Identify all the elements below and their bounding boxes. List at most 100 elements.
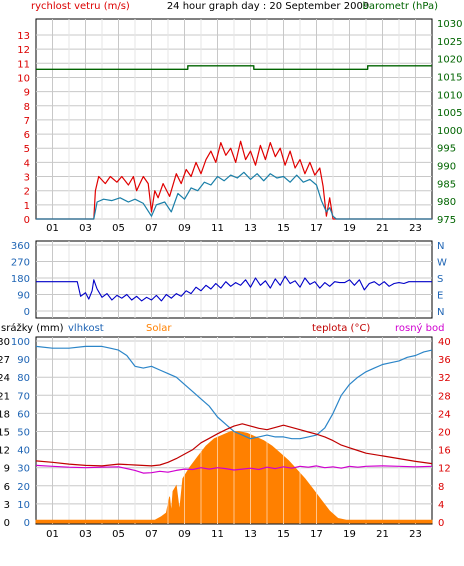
direction-ytick-90: 90: [17, 291, 30, 302]
direction-ytick-180: 180: [11, 274, 30, 285]
wind-xtick-15: 15: [277, 223, 290, 234]
direction-ytick-0: 0: [24, 307, 30, 318]
vlhkost-ytick-70: 70: [17, 391, 30, 402]
srazky-ytick-3: 3: [4, 500, 10, 511]
climate-xtick-13: 13: [244, 529, 257, 540]
legend-teplota: teplota (°C): [312, 323, 370, 334]
pressure-ytick-1020: 1020: [437, 55, 462, 66]
teplota-ytick-20: 20: [438, 428, 451, 439]
wind-ytick-10: 10: [17, 73, 30, 84]
climate-xtick-07: 07: [145, 529, 158, 540]
vlhkost-ytick-50: 50: [17, 428, 30, 439]
climate-xtick-05: 05: [112, 529, 125, 540]
pressure-ytick-1010: 1010: [437, 90, 462, 101]
pressure-line: [36, 65, 432, 71]
wind-xtick-05: 05: [112, 223, 125, 234]
wind-ytick-0: 0: [24, 215, 30, 226]
pressure-ytick-990: 990: [437, 162, 456, 173]
wind-ytick-1: 1: [24, 201, 30, 212]
vlhkost-ytick-30: 30: [17, 464, 30, 475]
wind-gust-line: [36, 140, 432, 220]
climate-xtick-09: 09: [178, 529, 191, 540]
climate-xtick-17: 17: [310, 529, 323, 540]
wind-ytick-8: 8: [24, 102, 30, 113]
climate-xtick-23: 23: [409, 529, 422, 540]
pressure-ytick-980: 980: [437, 197, 456, 208]
climate-xtick-15: 15: [277, 529, 290, 540]
wind-xtick-23: 23: [409, 223, 422, 234]
wind-xtick-19: 19: [343, 223, 356, 234]
wind-ytick-5: 5: [24, 144, 30, 155]
teplota-ytick-36: 36: [438, 355, 451, 366]
srazky-ytick-24: 24: [0, 373, 10, 384]
pressure-axis-title: barometr (hPa): [363, 1, 439, 12]
wind-speed-axis-title: rychlost vetru (m/s): [31, 1, 130, 12]
srazky-ytick-0: 0: [4, 518, 10, 529]
temperature-line: [35, 423, 433, 467]
wind-xtick-09: 09: [178, 223, 191, 234]
pressure-ytick-1000: 1000: [437, 126, 462, 137]
srazky-ytick-12: 12: [0, 446, 10, 457]
climate-xtick-19: 19: [343, 529, 356, 540]
climate-xtick-01: 01: [46, 529, 59, 540]
pressure-ytick-1015: 1015: [437, 72, 462, 83]
climate-xtick-21: 21: [376, 529, 389, 540]
direction-compass-3: W: [437, 258, 447, 269]
direction-compass-1: E: [437, 291, 443, 302]
teplota-ytick-4: 4: [438, 500, 444, 511]
pressure-ytick-1030: 1030: [437, 19, 462, 30]
vlhkost-ytick-20: 20: [17, 482, 30, 493]
srazky-ytick-21: 21: [0, 391, 10, 402]
teplota-ytick-40: 40: [438, 337, 451, 348]
wind-xtick-17: 17: [310, 223, 323, 234]
legend-vlhkost: vlhkost: [68, 323, 104, 334]
vlhkost-ytick-10: 10: [17, 500, 30, 511]
teplota-ytick-8: 8: [438, 482, 444, 493]
wind-ytick-9: 9: [24, 88, 30, 99]
wind-xtick-13: 13: [244, 223, 257, 234]
teplota-ytick-0: 0: [438, 518, 444, 529]
humidity-line: [35, 345, 433, 440]
pressure-ytick-1025: 1025: [437, 37, 462, 48]
wind-xtick-03: 03: [79, 223, 92, 234]
direction-ytick-270: 270: [11, 258, 30, 269]
srazky-ytick-15: 15: [0, 428, 10, 439]
wind-ytick-4: 4: [24, 158, 30, 169]
wind-xtick-11: 11: [211, 223, 224, 234]
pressure-ytick-1005: 1005: [437, 108, 462, 119]
teplota-ytick-16: 16: [438, 446, 451, 457]
direction-compass-0: N: [437, 307, 444, 318]
direction-ytick-360: 360: [11, 241, 30, 252]
legend-srazky: srážky (mm): [1, 322, 64, 334]
srazky-ytick-30: 30: [0, 337, 10, 348]
srazky-ytick-18: 18: [0, 409, 10, 420]
vlhkost-ytick-0: 0: [24, 518, 30, 529]
climate-xtick-11: 11: [211, 529, 224, 540]
teplota-ytick-32: 32: [438, 373, 451, 384]
climate-xtick-03: 03: [79, 529, 92, 540]
wind-xtick-01: 01: [46, 223, 59, 234]
wind-xtick-07: 07: [145, 223, 158, 234]
pressure-ytick-975: 975: [437, 215, 456, 226]
wind-ytick-3: 3: [24, 173, 30, 184]
wind-xtick-21: 21: [376, 223, 389, 234]
chart-title: 24 hour graph day : 20 September 2009: [167, 1, 369, 12]
direction-compass-2: S: [437, 274, 443, 285]
teplota-ytick-12: 12: [438, 464, 451, 475]
srazky-ytick-27: 27: [0, 355, 10, 366]
pressure-ytick-985: 985: [437, 179, 456, 190]
wind-ytick-7: 7: [24, 116, 30, 127]
wind-ytick-11: 11: [17, 59, 30, 70]
direction-line: [36, 275, 432, 302]
vlhkost-ytick-80: 80: [17, 373, 30, 384]
teplota-ytick-24: 24: [438, 409, 451, 420]
wind-ytick-6: 6: [24, 130, 30, 141]
wind-ytick-12: 12: [17, 45, 30, 56]
legend-rosny-bod: rosný bod: [395, 322, 444, 334]
wind-average-line: [36, 171, 432, 220]
srazky-ytick-9: 9: [4, 464, 10, 475]
pressure-ytick-995: 995: [437, 144, 456, 155]
vlhkost-ytick-100: 100: [11, 337, 30, 348]
